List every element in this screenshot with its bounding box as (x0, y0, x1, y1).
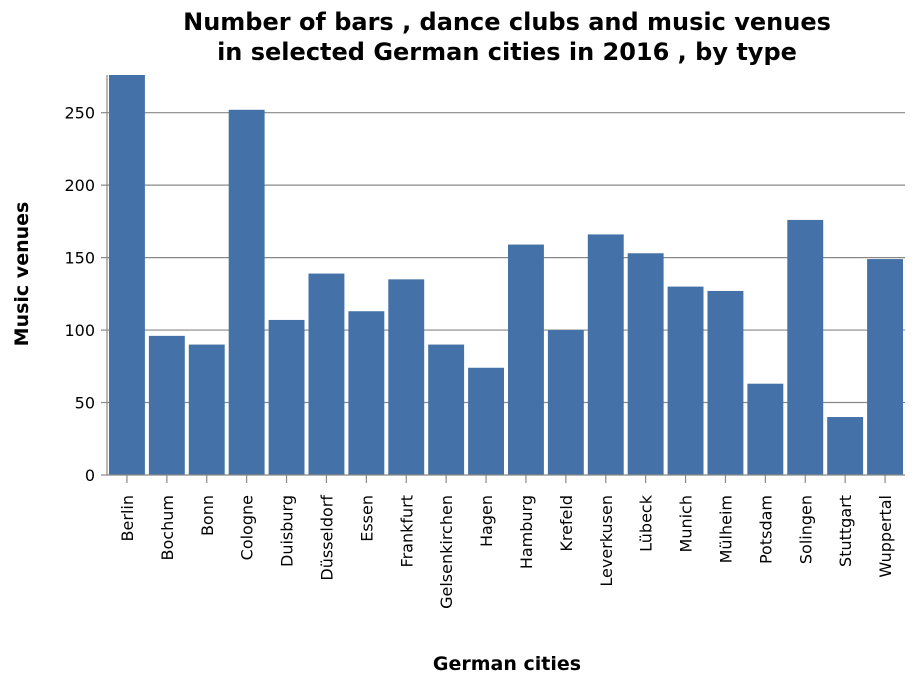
bar-bonn (188, 344, 225, 475)
x-tick-label-wuppertal: Wuppertal (876, 495, 895, 578)
x-tick-label-cologne: Cologne (238, 495, 257, 560)
bar-bochum (148, 335, 185, 475)
bar-gelsenkirchen (428, 344, 465, 475)
bar-wuppertal (867, 259, 904, 475)
x-tick-label-berlin: Berlin (118, 495, 137, 541)
bars (108, 75, 904, 476)
x-tick-label-bochum: Bochum (158, 495, 177, 560)
axes (101, 75, 905, 483)
y-tick-label-0: 0 (85, 466, 95, 485)
x-tick-labels: Berlin Bochum Bonn Cologne Duisburg Düsseldor… (118, 494, 895, 609)
bar-düsseldorf (308, 273, 345, 475)
y-tick-label-100: 100 (64, 321, 95, 340)
chart-title-line-1: Number of bars , dance clubs and music v… (183, 8, 831, 36)
x-tick-label-potsdam: Potsdam (756, 495, 775, 564)
x-tick-label-krefeld: Krefeld (557, 495, 576, 552)
y-axis-label: Music venues (11, 202, 33, 347)
bar-hamburg (507, 244, 544, 475)
bar-duisburg (268, 319, 305, 475)
bar-munich (667, 286, 704, 475)
chart-title-line-2: in selected German cities in 2016 , by t… (217, 38, 797, 66)
x-axis-label: German cities (433, 653, 581, 675)
x-tick-label-duisburg: Duisburg (278, 495, 297, 567)
bar-frankfurt (388, 279, 425, 475)
bar-berlin (108, 75, 145, 475)
x-tick-label-stuttgart: Stuttgart (836, 495, 855, 567)
bar-cologne (228, 109, 265, 476)
x-tick-label-bonn: Bonn (198, 495, 217, 536)
bar-potsdam (747, 383, 784, 475)
gridlines (107, 112, 905, 404)
bar-essen (348, 311, 385, 475)
x-tick-label-solingen: Solingen (796, 495, 815, 564)
x-tick-label-frankfurt: Frankfurt (397, 495, 416, 567)
x-tick-label-düsseldorf: Düsseldorf (317, 495, 336, 581)
x-tick-label-munich: Munich (677, 495, 696, 552)
x-tick-label-hagen: Hagen (477, 495, 496, 547)
bar-stuttgart (827, 417, 864, 475)
y-tick-label-200: 200 (64, 176, 95, 195)
x-tick-label-hamburg: Hamburg (517, 495, 536, 569)
x-tick-label-gelsenkirchen: Gelsenkirchen (437, 495, 456, 609)
y-tick-label-50: 50 (75, 394, 95, 413)
bar-krefeld (547, 330, 584, 475)
bar-mülheim (707, 290, 744, 475)
bar-leverkusen (587, 234, 624, 475)
bar-solingen (787, 219, 824, 475)
bar-hagen (468, 367, 505, 475)
x-tick-label-mülheim: Mülheim (716, 495, 735, 563)
x-tick-label-essen: Essen (357, 495, 376, 542)
y-tick-label-250: 250 (64, 104, 95, 123)
bar-lübeck (627, 253, 664, 475)
x-tick-label-lübeck: Lübeck (637, 494, 656, 552)
x-tick-label-leverkusen: Leverkusen (597, 495, 616, 587)
y-tick-labels: 0 50 100 150 200 250 (64, 104, 95, 485)
y-tick-label-150: 150 (64, 249, 95, 268)
